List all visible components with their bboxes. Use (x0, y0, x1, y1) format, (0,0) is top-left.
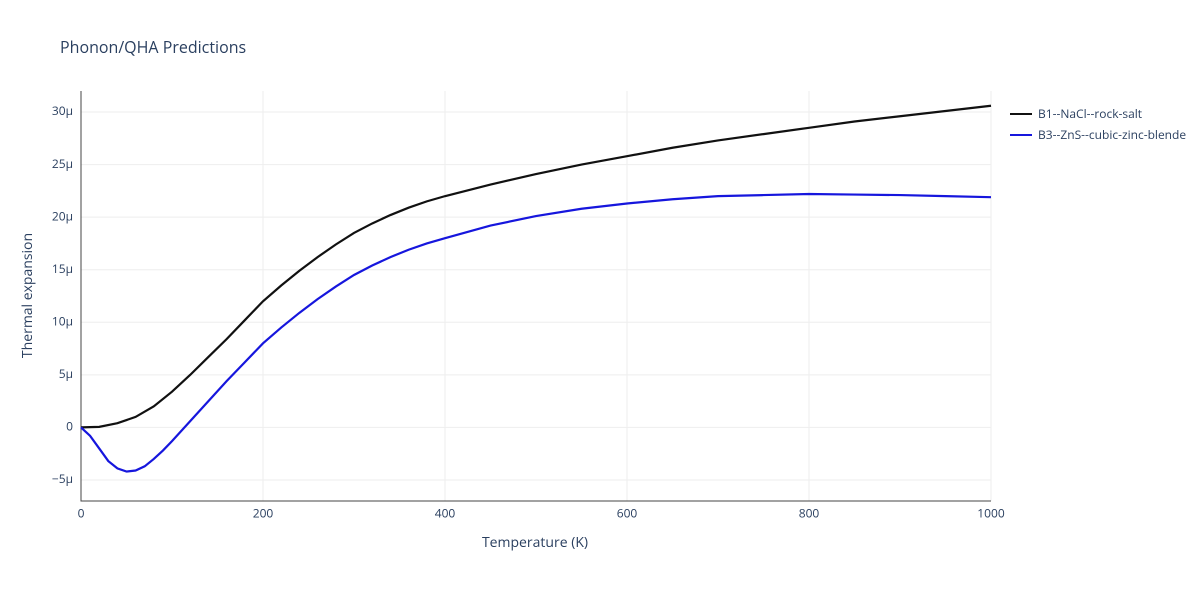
chart-title: Phonon/QHA Predictions (60, 36, 246, 58)
series-line-1 (81, 194, 991, 472)
y-tick-label: 10µ (52, 312, 73, 329)
y-tick-label: 25µ (52, 155, 73, 172)
plot-area: 02004006008001000−5µ05µ10µ15µ20µ25µ30µ (80, 90, 992, 502)
y-tick-label: 30µ (52, 102, 73, 119)
legend-label: B3--ZnS--cubic-zinc-blende (1038, 126, 1186, 143)
y-axis-title-text: Thermal expansion (19, 232, 38, 357)
chart-container: Phonon/QHA Predictions 02004006008001000… (0, 0, 1200, 600)
legend-swatch (1010, 134, 1032, 136)
x-axis-title: Temperature (K) (80, 533, 990, 552)
x-tick-label: 200 (253, 504, 274, 521)
legend: B1--NaCl--rock-salt B3--ZnS--cubic-zinc-b… (1010, 105, 1186, 147)
legend-item[interactable]: B3--ZnS--cubic-zinc-blende (1010, 126, 1186, 143)
legend-item[interactable]: B1--NaCl--rock-salt (1010, 105, 1186, 122)
y-tick-label: 15µ (52, 260, 73, 277)
legend-label: B1--NaCl--rock-salt (1038, 105, 1142, 122)
x-tick-label: 1000 (977, 504, 1005, 521)
x-tick-label: 600 (617, 504, 638, 521)
legend-swatch (1010, 113, 1032, 115)
x-tick-label: 400 (435, 504, 456, 521)
y-tick-label: 5µ (59, 365, 73, 382)
y-tick-label: 0 (66, 418, 73, 435)
y-axis-title: Thermal expansion (18, 90, 38, 500)
y-tick-label: −5µ (52, 470, 73, 487)
y-tick-label: 20µ (52, 207, 73, 224)
x-tick-label: 800 (799, 504, 820, 521)
x-tick-label: 0 (78, 504, 85, 521)
series-line-0 (81, 106, 991, 428)
